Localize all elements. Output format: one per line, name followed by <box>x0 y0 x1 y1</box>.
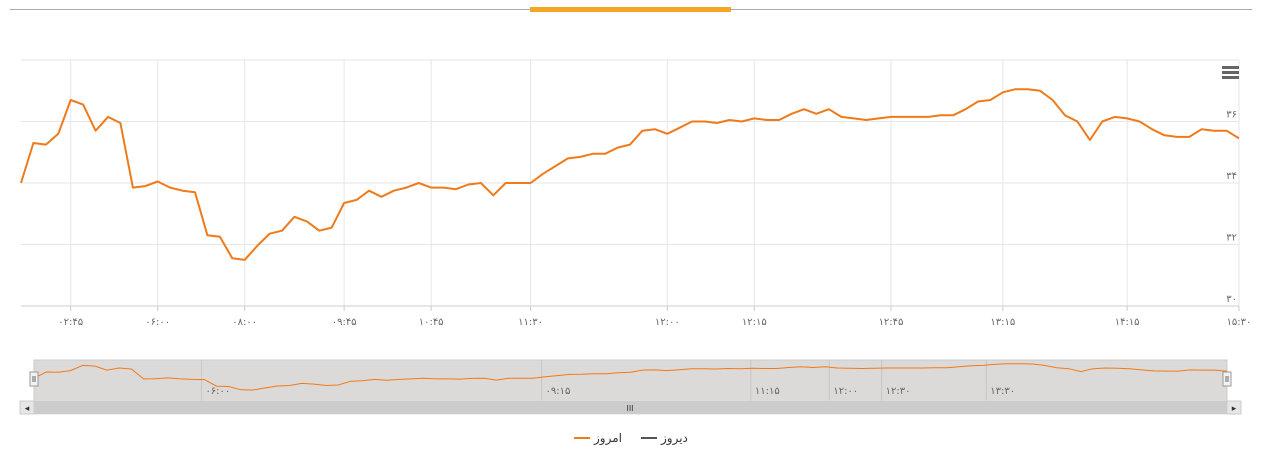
scroll-left-icon: ◂ <box>25 404 30 414</box>
scrollbar-grip-icon: III <box>626 404 633 413</box>
legend-item-today[interactable]: امروز <box>574 431 622 446</box>
navigator-tick-label: ۱۱:۱۵ <box>755 386 780 397</box>
navigator[interactable]: ۰۶:۰۰ ۰۹:۱۵ ۱۱:۱۵ ۱۲:۰۰ ۱۲:۳۰ ۱۳:۳۰ <box>29 359 1232 402</box>
legend-label-today: امروز <box>593 431 622 446</box>
x-tick-label: ۱۲:۴۵ <box>879 317 904 328</box>
grid <box>21 59 1240 307</box>
y-tick-label: ۳۰ <box>1226 294 1237 305</box>
x-tick-label: ۱۴:۱۵ <box>1115 317 1140 328</box>
x-tick-label: ۰۶:۰۰ <box>145 317 170 328</box>
navigator-series <box>33 363 1228 391</box>
scrollbar-thumb[interactable] <box>34 401 1227 414</box>
scroll-left-button[interactable]: ◂ <box>19 400 35 415</box>
navigator-tick-label: ۱۲:۰۰ <box>833 386 858 397</box>
legend-label-yesterday: دیروز <box>660 431 688 446</box>
x-tick-label: ۰۸:۰۰ <box>232 317 257 328</box>
active-tab-indicator[interactable] <box>530 7 731 12</box>
series-line-today <box>20 88 1240 261</box>
navigator-axis: ۰۶:۰۰ ۰۹:۱۵ ۱۱:۱۵ ۱۲:۰۰ ۱۲:۳۰ ۱۳:۳۰ <box>205 386 1015 397</box>
scroll-right-icon: ▸ <box>1232 404 1237 414</box>
navigator-left-handle[interactable] <box>29 371 39 387</box>
scrollbar[interactable]: ◂ ▸ III <box>19 400 1242 415</box>
x-tick-label: ۰۲:۴۵ <box>58 317 83 328</box>
navigator-grid <box>200 360 987 401</box>
scroll-right-button[interactable]: ▸ <box>1226 400 1242 415</box>
legend-item-yesterday[interactable]: دیروز <box>641 431 688 446</box>
legend: امروز دیروز <box>574 431 688 446</box>
x-tick-label: ۱۵:۳۰ <box>1227 317 1252 328</box>
x-tick-label: ۰۹:۴۵ <box>332 317 357 328</box>
navigator-right-handle[interactable] <box>1222 371 1232 387</box>
y-axis: ۳۰ ۳۲ ۳۴ ۳۶ <box>1226 110 1237 306</box>
x-tick-label: ۱۲:۱۵ <box>742 317 767 328</box>
y-tick-label: ۳۲ <box>1226 233 1237 244</box>
y-tick-label: ۳۶ <box>1226 110 1237 121</box>
navigator-tick-label: ۰۶:۰۰ <box>205 386 230 397</box>
navigator-mask <box>33 359 1228 402</box>
series-area <box>20 88 1240 261</box>
navigator-tick-label: ۱۲:۳۰ <box>886 386 911 397</box>
x-tick-label: ۱۲:۰۰ <box>655 317 680 328</box>
x-axis: ۰۲:۴۵ ۰۶:۰۰ ۰۸:۰۰ ۰۹:۴۵ ۱۰:۴۵ ۱۱:۳۰ ۱۲:۰۰ ۱۲:۱۵… <box>21 305 1252 328</box>
hamburger-icon[interactable] <box>1222 66 1239 79</box>
x-tick-label: ۱۳:۱۵ <box>990 317 1015 328</box>
x-tick-label: ۱۱:۳۰ <box>518 317 543 328</box>
navigator-tick-label: ۰۹:۱۵ <box>546 386 571 397</box>
y-tick-label: ۳۴ <box>1226 171 1237 182</box>
navigator-tick-label: ۱۳:۳۰ <box>990 386 1015 397</box>
navigator-series-line <box>33 363 1228 391</box>
x-tick-label: ۱۰:۴۵ <box>419 317 444 328</box>
